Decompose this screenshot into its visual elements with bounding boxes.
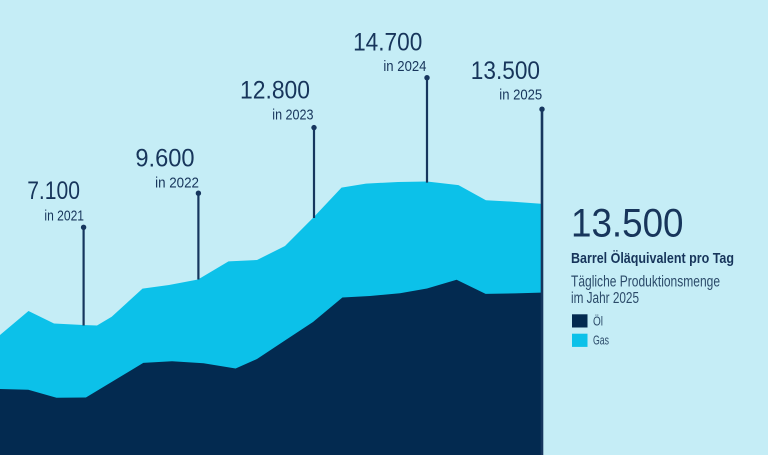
svg-text:im Jahr 2025: im Jahr 2025 — [571, 290, 639, 307]
svg-text:in 2024: in 2024 — [383, 58, 426, 75]
svg-text:13.500: 13.500 — [471, 57, 540, 85]
svg-text:Öl: Öl — [593, 315, 603, 329]
svg-text:in 2022: in 2022 — [155, 175, 199, 192]
svg-text:9.600: 9.600 — [135, 145, 194, 173]
svg-text:in 2023: in 2023 — [272, 106, 313, 123]
svg-text:12.800: 12.800 — [240, 77, 310, 105]
svg-text:Gas: Gas — [593, 334, 609, 348]
svg-text:Tägliche Produktionsmenge: Tägliche Produktionsmenge — [571, 274, 720, 291]
svg-text:7.100: 7.100 — [27, 177, 80, 205]
svg-text:in 2021: in 2021 — [44, 207, 84, 224]
svg-text:13.500: 13.500 — [571, 202, 684, 246]
svg-text:Barrel Öläquivalent pro Tag: Barrel Öläquivalent pro Tag — [571, 250, 734, 267]
svg-text:in 2025: in 2025 — [499, 86, 542, 103]
svg-text:14.700: 14.700 — [353, 29, 422, 57]
